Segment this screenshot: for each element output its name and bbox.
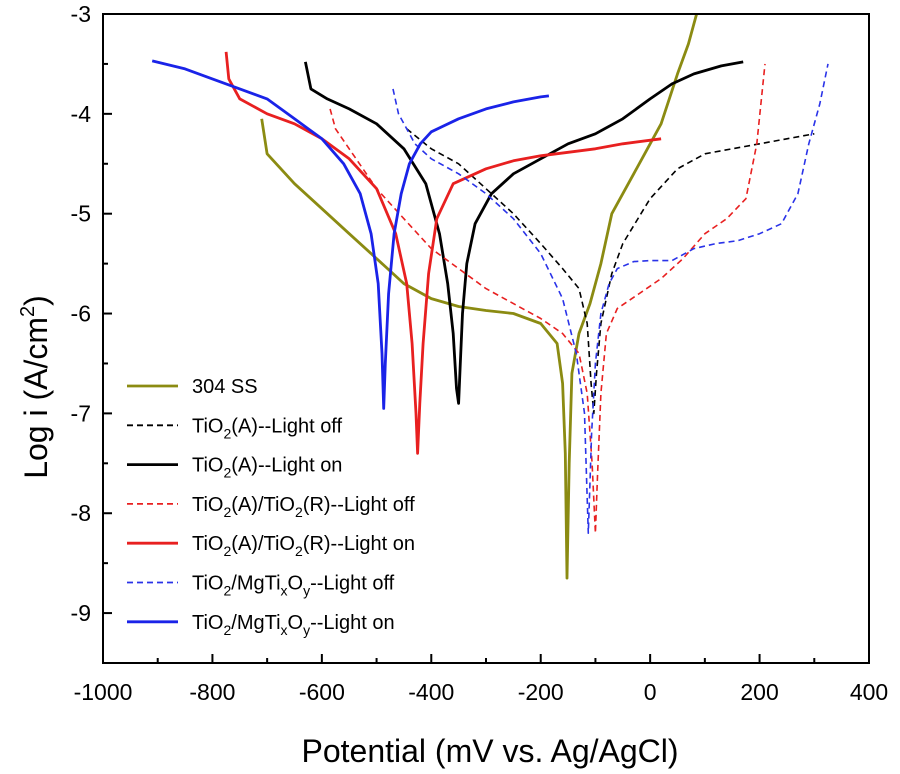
legend-text-part: 2 [223, 504, 231, 520]
series-line-3 [304, 60, 744, 405]
y-axis-label: Log i (A/cm2) [17, 295, 54, 479]
y-tick-label: -8 [71, 500, 91, 526]
legend-text-part: 2 [223, 583, 231, 599]
y-axis-label-close: ) [18, 295, 54, 306]
y-axis-ticks: -9 -8 -7 -6 -5 -4 -3 [71, 1, 112, 626]
series-line-2 [406, 128, 815, 415]
x-tick-label: -1000 [74, 679, 133, 705]
y-tick-label: -5 [71, 201, 91, 227]
legend-text-part: 304 SS [192, 376, 258, 398]
y-tick-label: -3 [71, 1, 91, 27]
legend-text-part: /MgTi [231, 612, 280, 634]
x-tick-label: -400 [408, 679, 454, 705]
x-axis-label: Potential (mV vs. Ag/AgCl) [301, 733, 678, 769]
legend-text-part: x [281, 622, 288, 638]
legend-text-part: TiO [192, 494, 223, 516]
plot-lines [151, 13, 829, 580]
legend-label-1: 304 SS [192, 376, 258, 398]
legend-text-part: 2 [223, 543, 231, 559]
legend-text-part: x [281, 583, 288, 599]
legend-text-part: TiO [192, 573, 223, 595]
x-tick-label: -800 [189, 679, 235, 705]
legend-text-part: /MgTi [231, 573, 280, 595]
series-line-7 [151, 59, 550, 410]
legend-label-5: TiO2(A)/TiO2(R)--Light on [192, 533, 415, 559]
legend-label-6: TiO2/MgTixOy--Light off [192, 573, 395, 599]
legend-label-4: TiO2(A)/TiO2(R)--Light off [192, 494, 415, 520]
legend-text-part: y [303, 583, 310, 599]
legend-text-part: --Light off [310, 573, 395, 595]
legend-text-part: (A)/TiO [231, 533, 295, 555]
y-tick-label: -4 [71, 101, 92, 127]
legend-text-part: (R)--Light on [303, 533, 415, 555]
legend-text-part: TiO [192, 612, 223, 634]
legend-text-part: TiO [192, 415, 223, 437]
legend-text-part: (A)--Light off [231, 415, 342, 437]
legend-label-3: TiO2(A)--Light on [192, 455, 342, 481]
x-tick-label: 400 [850, 679, 888, 705]
x-axis-ticks: -1000 -800 -600 -400 -200 0 200 400 [74, 654, 888, 705]
series-line-6 [392, 63, 829, 534]
legend-text-part: 2 [295, 504, 303, 520]
legend-text-part: 2 [223, 465, 231, 481]
x-tick-label: -600 [299, 679, 345, 705]
legend-text-part: 2 [223, 425, 231, 441]
x-tick-label: 200 [740, 679, 778, 705]
legend-text-part: O [288, 573, 304, 595]
x-tick-label: -200 [518, 679, 564, 705]
legend-text-part: TiO [192, 455, 223, 477]
y-tick-label: -7 [71, 400, 91, 426]
y-tick-label: -9 [71, 600, 91, 626]
series-line-1 [260, 13, 698, 580]
legend-text-part: (R)--Light off [303, 494, 415, 516]
legend-label-7: TiO2/MgTixOy--Light on [192, 612, 395, 638]
series-line-4 [329, 63, 766, 534]
y-axis-label-main: Log i (A/cm [18, 317, 54, 479]
legend-text-part: 2 [295, 543, 303, 559]
series-line-5 [224, 51, 662, 455]
y-tick-label: -6 [71, 301, 91, 327]
legend-text-part: (A)/TiO [231, 494, 295, 516]
legend-text-part: O [288, 612, 304, 634]
legend-text-part: TiO [192, 533, 223, 555]
legend-label-2: TiO2(A)--Light off [192, 415, 343, 441]
legend-text-part: y [303, 622, 310, 638]
legend-text-part: (A)--Light on [231, 455, 342, 477]
y-axis-label-sup: 2 [17, 306, 39, 317]
x-tick-label: 0 [644, 679, 657, 705]
legend-text-part: 2 [223, 622, 231, 638]
legend-text-part: --Light on [310, 612, 395, 634]
plot-frame [102, 13, 870, 664]
